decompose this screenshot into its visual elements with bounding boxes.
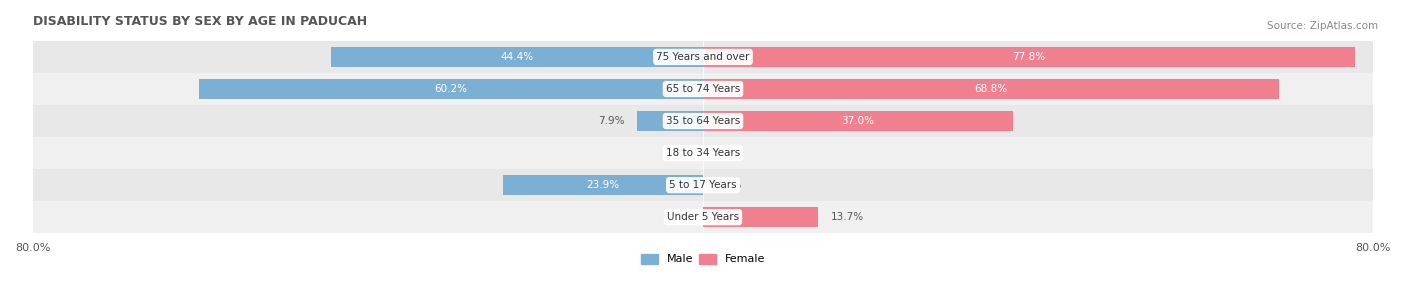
Text: 35 to 64 Years: 35 to 64 Years (666, 116, 740, 126)
Text: 0.0%: 0.0% (716, 180, 742, 190)
Text: 0.0%: 0.0% (664, 212, 690, 222)
Text: 23.9%: 23.9% (586, 180, 620, 190)
Text: 7.9%: 7.9% (598, 116, 624, 126)
Text: Under 5 Years: Under 5 Years (666, 212, 740, 222)
Bar (637, 111, 703, 131)
Bar (703, 207, 818, 227)
Text: 18 to 34 Years: 18 to 34 Years (666, 148, 740, 158)
Bar (330, 47, 703, 67)
Text: 13.7%: 13.7% (831, 212, 863, 222)
Text: 0.0%: 0.0% (716, 148, 742, 158)
Text: 44.4%: 44.4% (501, 52, 533, 62)
Text: 60.2%: 60.2% (434, 84, 467, 94)
Text: 68.8%: 68.8% (974, 84, 1008, 94)
Text: 0.0%: 0.0% (664, 148, 690, 158)
Text: 75 Years and over: 75 Years and over (657, 52, 749, 62)
Bar (703, 79, 1279, 99)
Bar (32, 105, 1374, 137)
Text: 5 to 17 Years: 5 to 17 Years (669, 180, 737, 190)
Text: 77.8%: 77.8% (1012, 52, 1046, 62)
Bar (198, 79, 703, 99)
Legend: Male, Female: Male, Female (637, 249, 769, 269)
Bar (32, 137, 1374, 169)
Text: Source: ZipAtlas.com: Source: ZipAtlas.com (1267, 21, 1378, 31)
Text: 37.0%: 37.0% (842, 116, 875, 126)
Text: 65 to 74 Years: 65 to 74 Years (666, 84, 740, 94)
Bar (703, 111, 1012, 131)
Text: DISABILITY STATUS BY SEX BY AGE IN PADUCAH: DISABILITY STATUS BY SEX BY AGE IN PADUC… (32, 15, 367, 28)
Bar (32, 169, 1374, 201)
Bar (32, 201, 1374, 233)
Bar (32, 73, 1374, 105)
Bar (703, 47, 1355, 67)
Bar (503, 175, 703, 195)
Bar (32, 41, 1374, 73)
